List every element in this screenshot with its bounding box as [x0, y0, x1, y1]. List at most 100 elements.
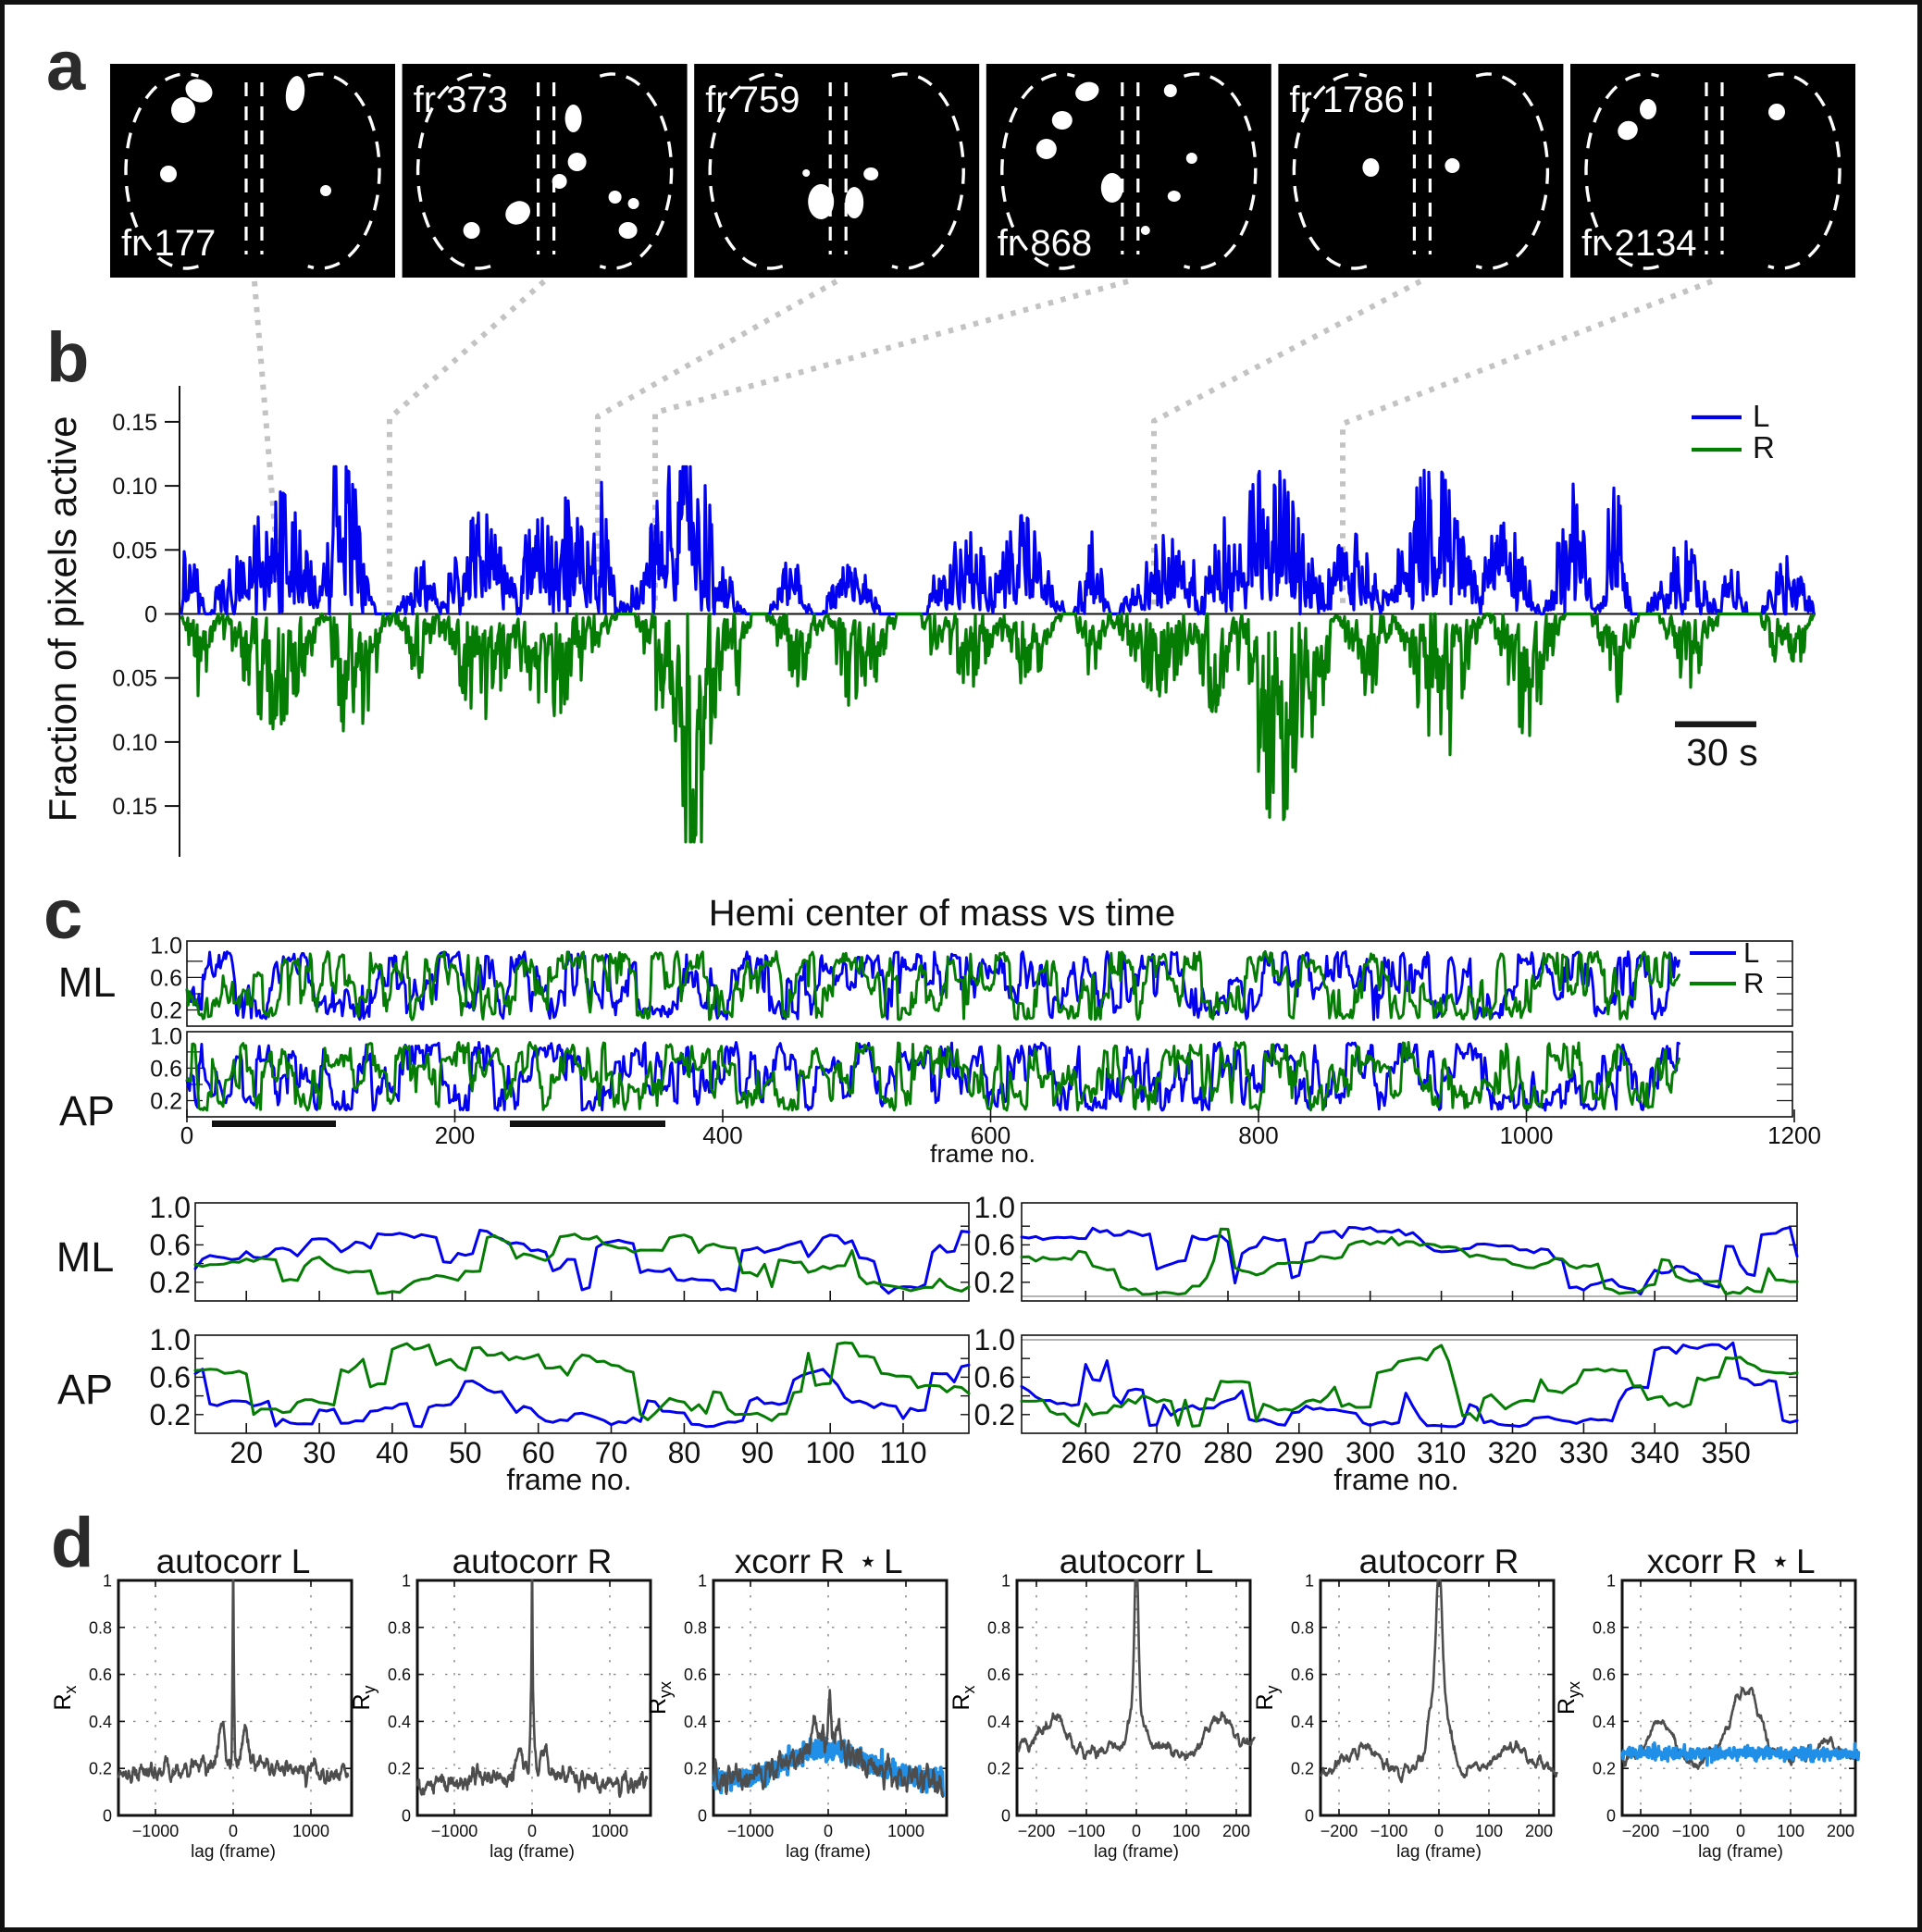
svg-text:0.2: 0.2	[150, 1266, 191, 1299]
svg-text:100: 100	[806, 1436, 855, 1469]
svg-text:0: 0	[180, 1121, 193, 1149]
svg-text:200: 200	[1525, 1822, 1553, 1840]
svg-text:0.6: 0.6	[388, 1666, 411, 1684]
svg-text:70: 70	[595, 1436, 628, 1469]
svg-text:0.8: 0.8	[388, 1618, 411, 1637]
svg-text:0.4: 0.4	[89, 1713, 112, 1731]
svg-text:−200: −200	[1622, 1822, 1660, 1840]
svg-text:40: 40	[376, 1436, 409, 1469]
svg-text:0.6: 0.6	[150, 1056, 182, 1082]
svg-text:frame no.: frame no.	[1333, 1463, 1458, 1496]
svg-text:30 s: 30 s	[1686, 731, 1758, 774]
svg-text:b: b	[46, 318, 89, 397]
svg-text:1: 1	[1305, 1572, 1314, 1591]
svg-text:600: 600	[971, 1121, 1011, 1149]
svg-text:autocorr R: autocorr R	[453, 1542, 613, 1580]
svg-text:0.2: 0.2	[150, 1089, 182, 1115]
svg-text:340: 340	[1631, 1436, 1680, 1469]
svg-text:lag (frame): lag (frame)	[191, 1842, 276, 1862]
svg-text:90: 90	[741, 1436, 775, 1469]
svg-text:280: 280	[1203, 1436, 1252, 1469]
svg-text:R: R	[1743, 967, 1764, 999]
svg-text:200: 200	[1827, 1822, 1854, 1840]
svg-text:ML: ML	[56, 1233, 115, 1281]
svg-text:50: 50	[449, 1436, 482, 1469]
svg-text:0.4: 0.4	[987, 1713, 1011, 1731]
svg-text:L: L	[1743, 936, 1759, 969]
svg-text:100: 100	[1172, 1822, 1200, 1840]
svg-text:L: L	[1796, 1542, 1816, 1580]
svg-text:1.0: 1.0	[150, 1323, 191, 1356]
svg-text:0.10: 0.10	[112, 474, 157, 500]
svg-text:xcorr R: xcorr R	[1647, 1542, 1757, 1580]
svg-text:290: 290	[1274, 1436, 1323, 1469]
svg-text:0.2: 0.2	[974, 1266, 1015, 1299]
svg-text:0.8: 0.8	[684, 1618, 707, 1637]
svg-text:0: 0	[1305, 1807, 1314, 1826]
svg-text:0.8: 0.8	[987, 1618, 1011, 1637]
svg-text:0.2: 0.2	[150, 1398, 191, 1431]
svg-text:−100: −100	[1672, 1822, 1710, 1840]
svg-text:lag (frame): lag (frame)	[1698, 1842, 1783, 1862]
svg-text:1000: 1000	[1500, 1121, 1554, 1149]
svg-text:0: 0	[1736, 1822, 1745, 1840]
svg-text:1: 1	[1001, 1572, 1011, 1591]
svg-text:0: 0	[1434, 1822, 1444, 1840]
svg-text:d: d	[51, 1504, 93, 1582]
svg-text:0.8: 0.8	[1291, 1618, 1314, 1637]
svg-text:1: 1	[103, 1572, 112, 1591]
svg-text:0.6: 0.6	[974, 1228, 1015, 1261]
svg-text:a: a	[46, 27, 86, 105]
svg-text:lag (frame): lag (frame)	[490, 1842, 575, 1862]
svg-text:1200: 1200	[1767, 1121, 1821, 1149]
svg-text:1000: 1000	[887, 1822, 924, 1840]
svg-text:0.8: 0.8	[89, 1618, 112, 1637]
svg-text:autocorr R: autocorr R	[1359, 1542, 1519, 1580]
svg-text:Hemi center of mass vs time: Hemi center of mass vs time	[709, 893, 1176, 934]
svg-text:0.6: 0.6	[1291, 1666, 1314, 1684]
svg-text:frame no.: frame no.	[930, 1140, 1035, 1168]
svg-text:0: 0	[1606, 1807, 1616, 1826]
svg-text:1.0: 1.0	[974, 1323, 1015, 1356]
svg-text:310: 310	[1417, 1436, 1466, 1469]
svg-text:350: 350	[1701, 1436, 1750, 1469]
svg-text:1.0: 1.0	[974, 1191, 1015, 1224]
svg-text:0.2: 0.2	[388, 1760, 411, 1778]
svg-text:0: 0	[698, 1807, 707, 1826]
svg-text:0: 0	[527, 1822, 537, 1840]
svg-text:0.2: 0.2	[974, 1398, 1015, 1431]
svg-text:0: 0	[103, 1807, 112, 1826]
svg-text:1: 1	[698, 1572, 707, 1591]
svg-text:0.6: 0.6	[150, 965, 182, 991]
svg-text:0.05: 0.05	[112, 538, 157, 564]
svg-text:320: 320	[1488, 1436, 1537, 1469]
svg-text:300: 300	[1345, 1436, 1395, 1469]
svg-text:110: 110	[879, 1436, 926, 1469]
svg-text:400: 400	[702, 1121, 742, 1149]
svg-text:1000: 1000	[292, 1822, 329, 1840]
svg-text:−1000: −1000	[431, 1822, 478, 1840]
svg-text:0.4: 0.4	[1593, 1713, 1616, 1731]
svg-text:lag (frame): lag (frame)	[786, 1842, 871, 1862]
svg-text:260: 260	[1061, 1436, 1110, 1469]
svg-text:0.15: 0.15	[112, 794, 157, 820]
svg-text:0: 0	[1132, 1822, 1141, 1840]
svg-text:frame no.: frame no.	[506, 1463, 631, 1496]
svg-text:fr 2134: fr 2134	[1581, 223, 1697, 264]
svg-text:AP: AP	[57, 1366, 113, 1413]
svg-text:0.6: 0.6	[974, 1360, 1015, 1393]
svg-text:0.2: 0.2	[684, 1760, 707, 1778]
svg-text:0.2: 0.2	[89, 1760, 112, 1778]
svg-text:−200: −200	[1018, 1822, 1056, 1840]
svg-text:1: 1	[1606, 1572, 1616, 1591]
svg-text:100: 100	[1777, 1822, 1804, 1840]
svg-text:200: 200	[1222, 1822, 1250, 1840]
svg-text:xcorr R: xcorr R	[735, 1542, 845, 1580]
svg-text:0.2: 0.2	[1593, 1760, 1616, 1778]
svg-text:−100: −100	[1370, 1822, 1408, 1840]
svg-text:fr 177: fr 177	[121, 223, 216, 264]
svg-text:0.6: 0.6	[1593, 1666, 1616, 1684]
svg-text:lag (frame): lag (frame)	[1094, 1842, 1179, 1862]
svg-text:1.0: 1.0	[150, 1023, 182, 1049]
svg-text:1: 1	[402, 1572, 411, 1591]
